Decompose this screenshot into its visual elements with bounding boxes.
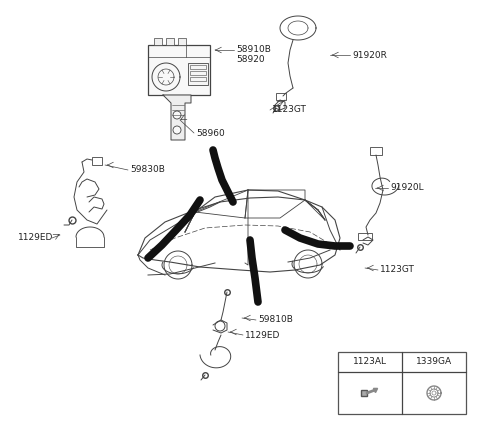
Text: 1123GT: 1123GT — [380, 265, 415, 274]
Bar — [276, 93, 286, 100]
Text: 91920L: 91920L — [390, 184, 424, 192]
Bar — [188, 63, 208, 85]
Text: 1129ED: 1129ED — [18, 233, 53, 243]
Bar — [148, 45, 210, 95]
Text: 59830B: 59830B — [130, 165, 165, 175]
Bar — [166, 38, 174, 45]
Text: 1123AL: 1123AL — [353, 357, 387, 366]
Bar — [178, 38, 186, 45]
Text: 1129ED: 1129ED — [245, 330, 280, 340]
Bar — [190, 77, 206, 81]
Bar — [154, 38, 162, 45]
Text: 1123GT: 1123GT — [272, 106, 307, 114]
Text: 1339GA: 1339GA — [416, 357, 452, 366]
Text: 58910B: 58910B — [236, 46, 271, 54]
Text: 91920R: 91920R — [352, 51, 387, 60]
Bar — [190, 71, 206, 75]
Text: 58920: 58920 — [236, 56, 264, 65]
Bar — [92, 157, 102, 165]
Bar — [338, 352, 466, 414]
Bar — [358, 233, 372, 240]
Text: 58960: 58960 — [196, 129, 225, 138]
Bar — [190, 65, 206, 69]
Text: 59810B: 59810B — [258, 316, 293, 325]
Circle shape — [173, 126, 181, 134]
Polygon shape — [163, 95, 191, 140]
Circle shape — [173, 111, 181, 119]
Bar — [370, 147, 382, 155]
